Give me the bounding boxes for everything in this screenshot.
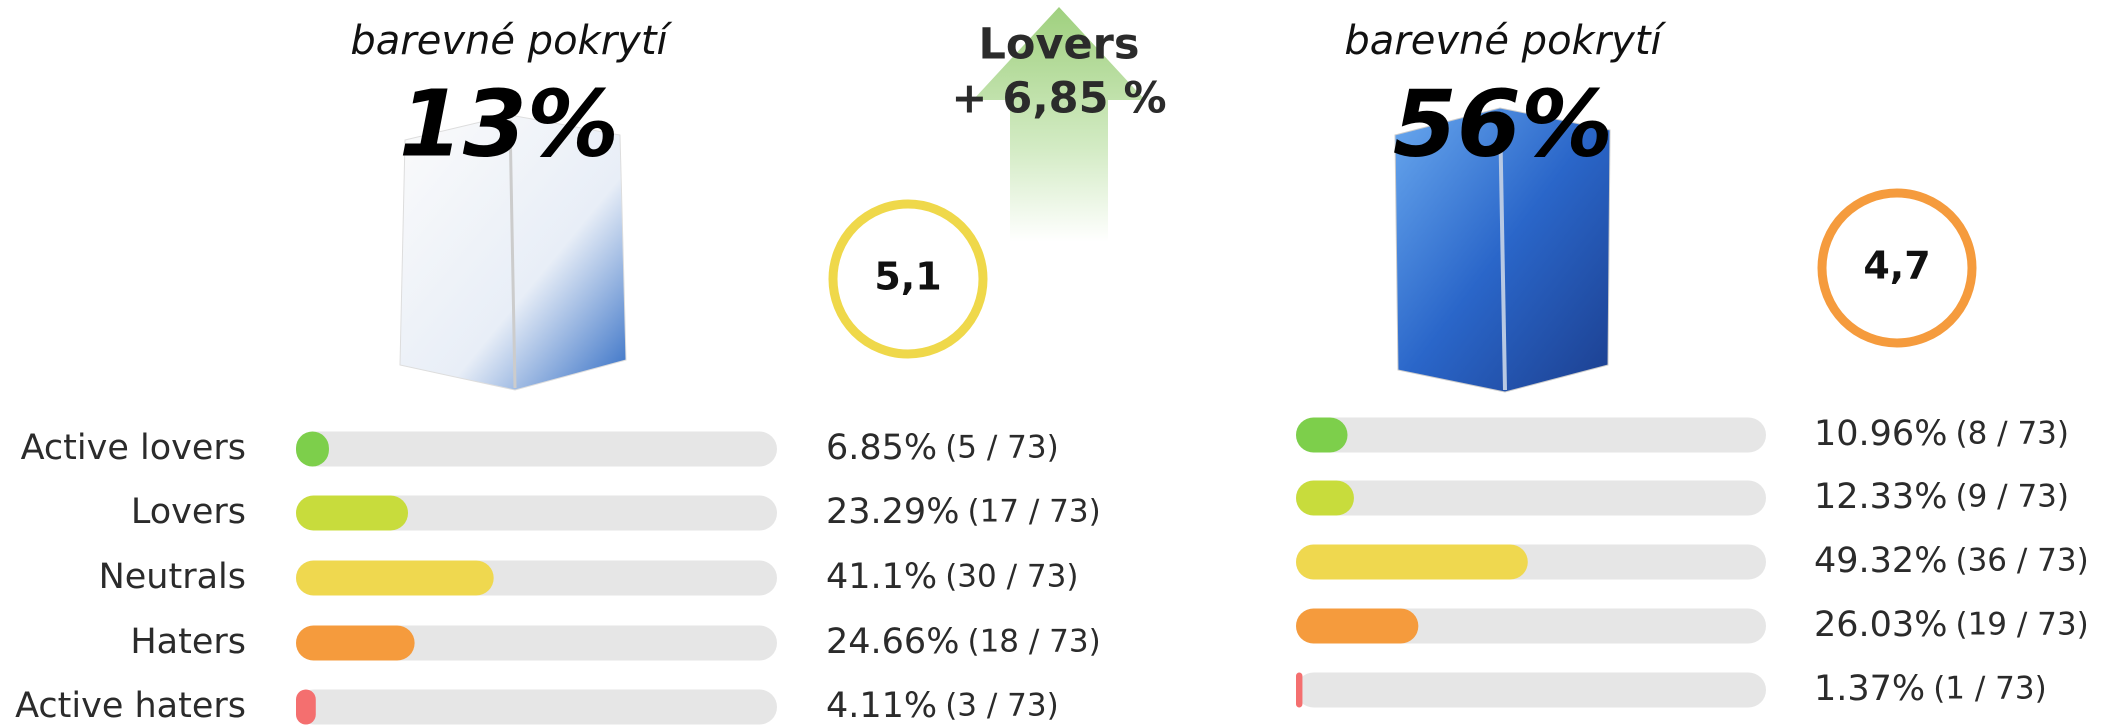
value-label: 49.32% xyxy=(1814,541,1947,581)
count-label: (18 / 73) xyxy=(967,624,1100,660)
bar xyxy=(296,432,329,467)
category-label: Neutrals xyxy=(99,557,246,597)
subtitle: barevné pokrytí xyxy=(1344,18,1666,64)
value-label: 23.29% xyxy=(826,492,959,532)
bar xyxy=(296,690,316,725)
page: Lovers + 6,85 % barevné pokrytí 13% 5,1 Act… xyxy=(0,0,2112,727)
callout-title: Lovers xyxy=(979,20,1140,70)
value-label: 6.85% xyxy=(826,428,937,468)
coverage: 13% xyxy=(399,70,619,177)
value-label: 10.96% xyxy=(1814,414,1947,454)
bar xyxy=(296,626,415,661)
bar-track xyxy=(1296,481,1766,516)
callout-text: + 6,85 % xyxy=(951,74,1166,124)
value-label: 4.11% xyxy=(826,686,937,726)
value-label: 1.37% xyxy=(1814,669,1925,709)
count-label: (17 / 73) xyxy=(967,494,1100,530)
bar-track xyxy=(1296,673,1766,708)
score: 5,1 xyxy=(874,255,941,299)
bar xyxy=(1296,609,1418,644)
bar xyxy=(1296,481,1354,516)
bar xyxy=(296,496,408,531)
bar xyxy=(1296,545,1528,580)
category-label: Lovers xyxy=(131,492,246,532)
category-label: Haters xyxy=(130,622,246,662)
count-label: (1 / 73) xyxy=(1933,671,2047,707)
count-label: (3 / 73) xyxy=(945,688,1059,724)
coverage: 56% xyxy=(1393,70,1613,177)
count-label: (36 / 73) xyxy=(1955,543,2088,579)
infographic: Lovers + 6,85 % barevné pokrytí 13% 5,1 Act… xyxy=(0,0,2112,727)
value-label: 24.66% xyxy=(826,622,959,662)
bar-track xyxy=(296,690,777,725)
bar xyxy=(296,561,494,596)
count-label: (19 / 73) xyxy=(1955,607,2088,643)
category-label: Active lovers xyxy=(21,428,246,468)
value-label: 41.1% xyxy=(826,557,937,597)
category-label: Active haters xyxy=(15,686,246,726)
count-label: (9 / 73) xyxy=(1955,479,2069,515)
count-label: (8 / 73) xyxy=(1955,416,2069,452)
value-label: 26.03% xyxy=(1814,605,1947,645)
count-label: (5 / 73) xyxy=(945,430,1059,466)
value-label: 12.33% xyxy=(1814,477,1947,517)
bar xyxy=(1296,418,1348,453)
bar xyxy=(1296,673,1302,708)
bar-track xyxy=(1296,418,1766,453)
bar-track xyxy=(296,432,777,467)
subtitle: barevné pokrytí xyxy=(350,18,672,64)
score: 4,7 xyxy=(1863,244,1930,288)
count-label: (30 / 73) xyxy=(945,559,1078,595)
